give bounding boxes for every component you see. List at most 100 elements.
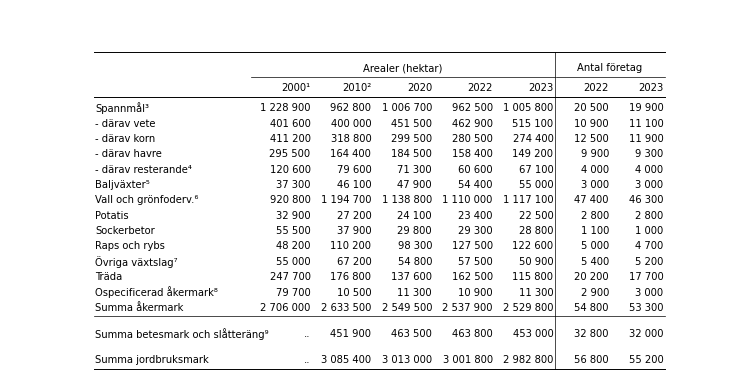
Text: 23 400: 23 400 <box>458 211 493 221</box>
Text: Summa jordbruksmark: Summa jordbruksmark <box>95 355 209 365</box>
Text: 2 529 800: 2 529 800 <box>503 303 554 313</box>
Text: 5 400: 5 400 <box>581 257 609 267</box>
Text: 20 500: 20 500 <box>574 103 609 113</box>
Text: 46 300: 46 300 <box>629 195 664 206</box>
Text: 1 228 900: 1 228 900 <box>260 103 310 113</box>
Text: 2 549 500: 2 549 500 <box>381 303 432 313</box>
Text: Potatis: Potatis <box>95 211 129 221</box>
Text: 67 200: 67 200 <box>336 257 371 267</box>
Text: 3 000: 3 000 <box>636 288 664 298</box>
Text: 17 700: 17 700 <box>629 272 664 282</box>
Text: 4 700: 4 700 <box>635 242 664 252</box>
Text: 10 900: 10 900 <box>458 288 493 298</box>
Text: 9 300: 9 300 <box>635 149 664 159</box>
Text: Summa betesmark och slåtteräng⁹: Summa betesmark och slåtteräng⁹ <box>95 328 269 340</box>
Text: ..: .. <box>304 355 310 365</box>
Text: 28 800: 28 800 <box>519 226 554 236</box>
Text: 2010²: 2010² <box>342 83 371 93</box>
Text: 453 000: 453 000 <box>513 329 554 339</box>
Text: 149 200: 149 200 <box>512 149 554 159</box>
Text: 2023: 2023 <box>528 83 554 93</box>
Text: 3 001 800: 3 001 800 <box>443 355 493 365</box>
Text: 55 000: 55 000 <box>276 257 310 267</box>
Text: Antal företag: Antal företag <box>577 63 643 73</box>
Text: 54 800: 54 800 <box>574 303 609 313</box>
Text: 920 800: 920 800 <box>270 195 310 206</box>
Text: 19 900: 19 900 <box>629 103 664 113</box>
Text: 962 500: 962 500 <box>452 103 493 113</box>
Text: 120 600: 120 600 <box>270 165 310 175</box>
Text: 67 100: 67 100 <box>519 165 554 175</box>
Text: 1 006 700: 1 006 700 <box>381 103 432 113</box>
Text: 32 800: 32 800 <box>574 329 609 339</box>
Text: 158 400: 158 400 <box>452 149 493 159</box>
Text: - därav vete: - därav vete <box>95 119 156 129</box>
Text: 46 100: 46 100 <box>337 180 371 190</box>
Text: 54 800: 54 800 <box>398 257 432 267</box>
Text: 11 900: 11 900 <box>629 134 664 144</box>
Text: Summa åkermark: Summa åkermark <box>95 303 183 313</box>
Text: 56 800: 56 800 <box>574 355 609 365</box>
Text: 1 194 700: 1 194 700 <box>321 195 371 206</box>
Text: 451 900: 451 900 <box>330 329 371 339</box>
Text: 137 600: 137 600 <box>391 272 432 282</box>
Text: 2 537 900: 2 537 900 <box>442 303 493 313</box>
Text: 1 138 800: 1 138 800 <box>382 195 432 206</box>
Text: Övriga växtslag⁷: Övriga växtslag⁷ <box>95 256 178 268</box>
Text: 400 000: 400 000 <box>330 119 371 129</box>
Text: 280 500: 280 500 <box>452 134 493 144</box>
Text: 32 000: 32 000 <box>629 329 664 339</box>
Text: 3 085 400: 3 085 400 <box>321 355 371 365</box>
Text: 2 800: 2 800 <box>581 211 609 221</box>
Text: 176 800: 176 800 <box>330 272 371 282</box>
Text: 295 500: 295 500 <box>270 149 310 159</box>
Text: 11 300: 11 300 <box>519 288 554 298</box>
Text: 4 000: 4 000 <box>581 165 609 175</box>
Text: Arealer (hektar): Arealer (hektar) <box>363 63 443 73</box>
Text: Vall och grönfoderv.⁶: Vall och grönfoderv.⁶ <box>95 195 199 206</box>
Text: Baljväxter⁵: Baljväxter⁵ <box>95 180 150 190</box>
Text: 2022: 2022 <box>467 83 493 93</box>
Text: 12 500: 12 500 <box>574 134 609 144</box>
Text: 79 600: 79 600 <box>336 165 371 175</box>
Text: 10 500: 10 500 <box>337 288 371 298</box>
Text: 24 100: 24 100 <box>398 211 432 221</box>
Text: 162 500: 162 500 <box>452 272 493 282</box>
Text: 515 100: 515 100 <box>512 119 554 129</box>
Text: 20 200: 20 200 <box>574 272 609 282</box>
Text: 37 300: 37 300 <box>276 180 310 190</box>
Text: - därav resterande⁴: - därav resterande⁴ <box>95 165 192 175</box>
Text: 411 200: 411 200 <box>270 134 310 144</box>
Text: 2023: 2023 <box>638 83 664 93</box>
Text: 47 400: 47 400 <box>574 195 609 206</box>
Text: 1 000: 1 000 <box>635 226 664 236</box>
Text: 318 800: 318 800 <box>330 134 371 144</box>
Text: 54 400: 54 400 <box>458 180 493 190</box>
Text: 5 000: 5 000 <box>581 242 609 252</box>
Text: 29 300: 29 300 <box>458 226 493 236</box>
Text: 462 900: 462 900 <box>452 119 493 129</box>
Text: Ospecificerad åkermark⁸: Ospecificerad åkermark⁸ <box>95 286 218 298</box>
Text: 164 400: 164 400 <box>330 149 371 159</box>
Text: 4 000: 4 000 <box>636 165 664 175</box>
Text: 1 100: 1 100 <box>581 226 609 236</box>
Text: - därav korn: - därav korn <box>95 134 155 144</box>
Text: 2 800: 2 800 <box>635 211 664 221</box>
Text: 110 200: 110 200 <box>330 242 371 252</box>
Text: 127 500: 127 500 <box>452 242 493 252</box>
Text: 27 200: 27 200 <box>336 211 371 221</box>
Text: 5 200: 5 200 <box>635 257 664 267</box>
Text: 47 900: 47 900 <box>398 180 432 190</box>
Text: 48 200: 48 200 <box>276 242 310 252</box>
Text: 57 500: 57 500 <box>458 257 493 267</box>
Text: 98 300: 98 300 <box>398 242 432 252</box>
Text: 2 982 800: 2 982 800 <box>503 355 554 365</box>
Text: Spannmål³: Spannmål³ <box>95 103 149 115</box>
Text: - därav havre: - därav havre <box>95 149 162 159</box>
Text: 122 600: 122 600 <box>512 242 554 252</box>
Text: 2 900: 2 900 <box>581 288 609 298</box>
Text: 3 000: 3 000 <box>636 180 664 190</box>
Text: 55 200: 55 200 <box>629 355 664 365</box>
Text: 9 900: 9 900 <box>581 149 609 159</box>
Text: 1 005 800: 1 005 800 <box>503 103 554 113</box>
